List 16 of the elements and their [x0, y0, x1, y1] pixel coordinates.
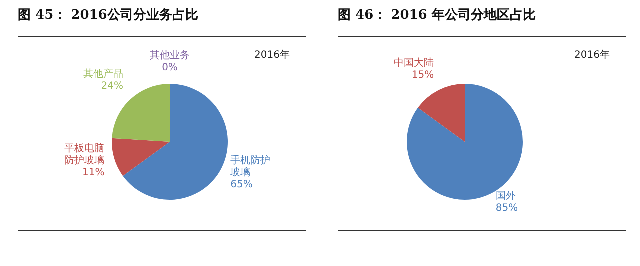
data-label: 85% — [496, 203, 518, 214]
text: 2016年 — [574, 50, 610, 61]
data-label: 15% — [412, 70, 434, 82]
data-label: 11% — [82, 168, 105, 179]
data-label: 24% — [101, 81, 124, 92]
slice-label: 手机防护玻璃 — [230, 154, 271, 178]
chart-subtitle: 2016年 — [254, 50, 290, 61]
chart-title: 图 45： 2016公司分业务占比 — [18, 7, 198, 24]
category-label: 其他业务 — [150, 50, 190, 62]
slice-label: 平板电脑防护玻璃 — [64, 142, 105, 167]
chart-title: 图 46： 2016 年公司分地区占比 — [338, 7, 536, 24]
slice-label: 中国大陆 — [394, 57, 434, 70]
text: 0% — [162, 62, 178, 74]
slice-label: 其他产品 — [83, 68, 124, 80]
slice-label: 国外 — [496, 191, 516, 202]
data-label: 65% — [230, 179, 253, 190]
